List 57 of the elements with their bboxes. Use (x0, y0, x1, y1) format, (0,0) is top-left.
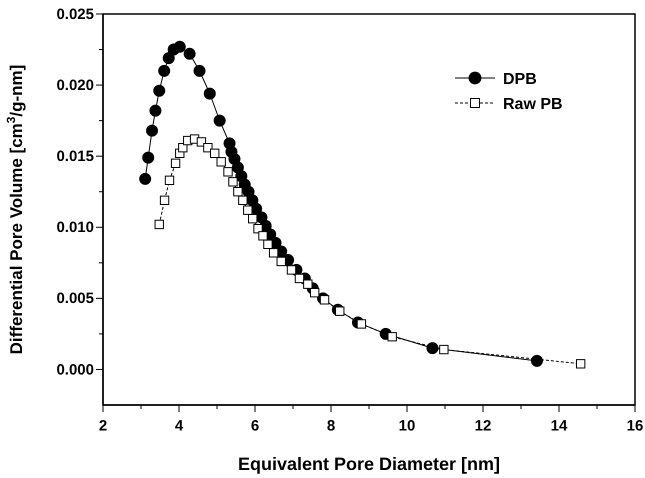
point (160, 196, 170, 205)
point (139, 172, 152, 185)
point (146, 124, 158, 137)
point (258, 231, 268, 240)
point (184, 48, 196, 60)
point (178, 142, 188, 152)
point (170, 158, 180, 168)
point (142, 152, 154, 164)
x-tick-label: 8 (326, 418, 336, 434)
x-tick-label: 16 (626, 418, 644, 434)
legend-label: DPB (503, 71, 537, 88)
y-tick-label: 0.025 (56, 6, 94, 23)
x-tick-label: 14 (550, 418, 568, 434)
point (356, 319, 366, 329)
point (214, 114, 226, 127)
point (439, 344, 449, 354)
y-tick-label: 0.010 (56, 219, 94, 236)
point (154, 220, 164, 230)
point (149, 104, 162, 117)
y-tick-label: 0.005 (56, 290, 94, 308)
point (263, 240, 273, 250)
x-tick-label: 10 (398, 418, 416, 434)
point (276, 256, 286, 266)
point (286, 265, 296, 275)
point (335, 306, 344, 316)
point (210, 148, 220, 158)
x-tick-label: 4 (174, 418, 184, 434)
point (268, 248, 278, 258)
x-tick-label: 2 (98, 418, 108, 434)
point (162, 52, 175, 64)
y-tick-label: 0.020 (56, 76, 94, 94)
point (223, 167, 233, 177)
x-axis-title: Equivalent Pore Diameter [nm] (238, 454, 500, 474)
point (204, 88, 216, 100)
point (387, 332, 397, 342)
point (243, 206, 252, 215)
x-tick-label: 12 (474, 418, 492, 434)
x-tick-label: 6 (250, 418, 260, 434)
point (194, 64, 206, 77)
point (153, 84, 166, 97)
point (530, 354, 543, 367)
point (320, 295, 330, 304)
point (248, 214, 258, 224)
point (158, 64, 170, 77)
point (576, 359, 586, 368)
point (426, 342, 438, 354)
point (216, 157, 226, 167)
point (203, 142, 213, 152)
point (174, 40, 186, 53)
point (310, 288, 320, 298)
point (303, 279, 313, 289)
point (233, 187, 243, 196)
point (164, 176, 174, 186)
y-tick-label: 0.000 (56, 361, 94, 378)
legend-label: Raw PB (503, 96, 563, 113)
y-tick-label: 0.015 (56, 148, 94, 165)
point (228, 177, 238, 186)
